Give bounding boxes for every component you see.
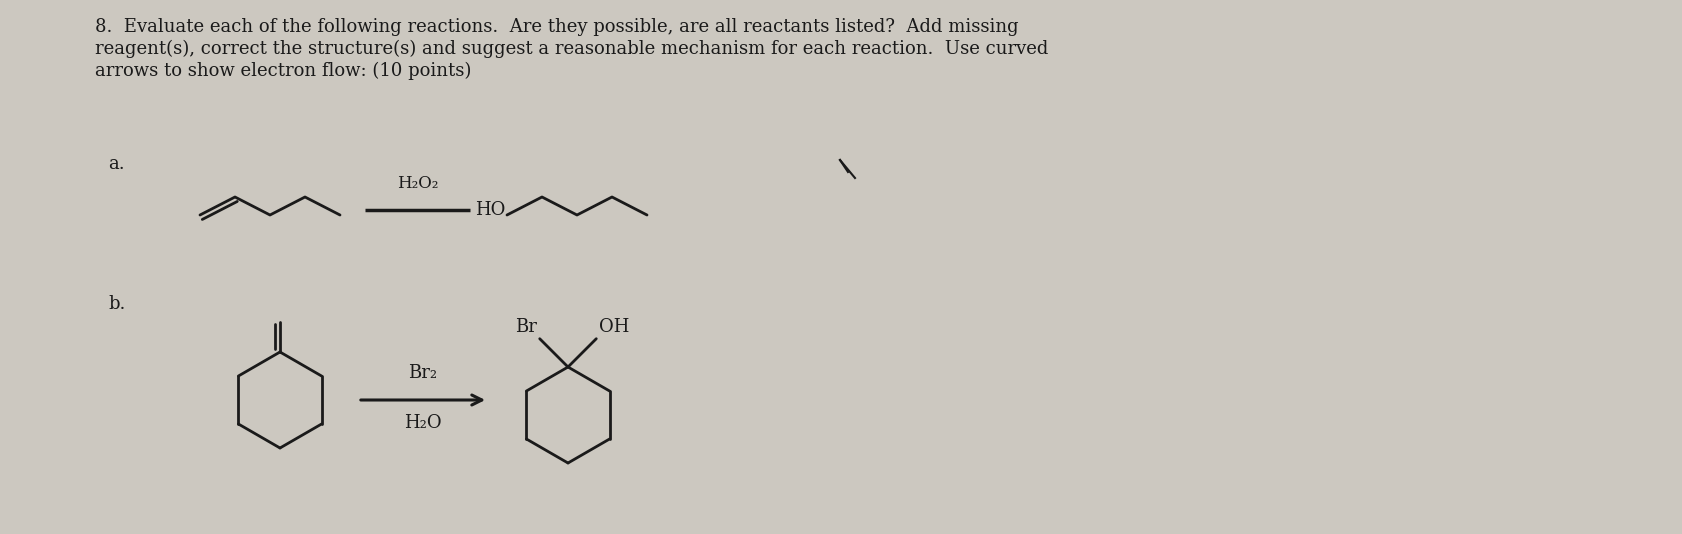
Text: HO: HO [474, 201, 505, 219]
Text: Br₂: Br₂ [409, 364, 437, 382]
Text: H₂O: H₂O [404, 414, 442, 432]
Text: reagent(s), correct the structure(s) and suggest a reasonable mechanism for each: reagent(s), correct the structure(s) and… [94, 40, 1048, 58]
Text: 8.  Evaluate each of the following reactions.  Are they possible, are all reacta: 8. Evaluate each of the following reacti… [94, 18, 1018, 36]
Text: b.: b. [108, 295, 124, 313]
Text: H₂O₂: H₂O₂ [397, 175, 437, 192]
Text: a.: a. [108, 155, 124, 173]
Text: Br: Br [515, 318, 537, 336]
Text: OH: OH [599, 318, 629, 336]
Text: arrows to show electron flow: (10 points): arrows to show electron flow: (10 points… [94, 62, 471, 80]
